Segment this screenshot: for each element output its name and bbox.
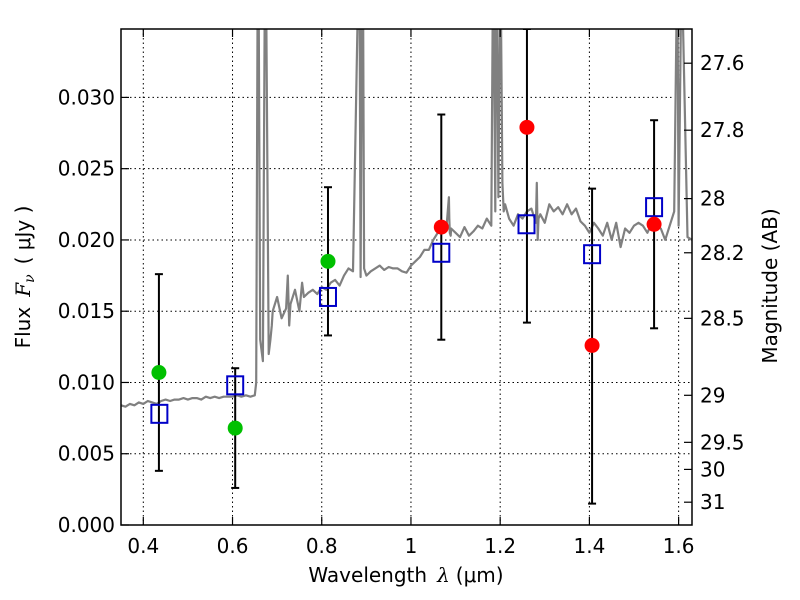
y-axis-label: FluxFν( μJy ) bbox=[11, 206, 38, 349]
x-axis-label: Wavelength λ (μm) bbox=[308, 563, 503, 587]
y-tick-labels: 0.000 0.005 0.010 0.015 0.020 0.025 0.030 bbox=[58, 85, 115, 537]
plot-content bbox=[121, 29, 692, 505]
magnitude-tick-labels: 27.6 27.8 28 28.2 28.5 29 29.5 30 31 bbox=[700, 51, 745, 514]
magnitude-tick-label: 29.5 bbox=[700, 430, 745, 454]
magnitude-tick-label: 28.5 bbox=[700, 306, 745, 330]
markers bbox=[150, 119, 664, 436]
detection-point bbox=[151, 364, 167, 380]
magnitude-tick-label: 29 bbox=[700, 383, 725, 407]
magnitude-tick-label: 28.2 bbox=[700, 241, 745, 265]
x-tick-labels: 0.4 0.6 0.8 1 1.2 1.4 1.6 bbox=[127, 534, 694, 558]
y-tick-label: 0.000 bbox=[58, 513, 115, 537]
spectrum-line bbox=[121, 29, 692, 408]
y-tick-label: 0.025 bbox=[58, 157, 115, 181]
magnitude-tick-label: 27.6 bbox=[700, 51, 745, 75]
grid bbox=[121, 29, 692, 525]
plot-frame bbox=[120, 28, 693, 526]
model-photometry-square bbox=[318, 286, 337, 307]
x-tick-label: 0.6 bbox=[217, 534, 249, 558]
x-tick-label: 1.4 bbox=[573, 534, 605, 558]
x-tick-label: 1.6 bbox=[663, 534, 695, 558]
y-tick-label: 0.030 bbox=[58, 85, 115, 109]
upper-limit-point bbox=[433, 219, 449, 235]
y-tick-label: 0.010 bbox=[58, 370, 115, 394]
magnitude-tick-label: 28 bbox=[700, 187, 725, 211]
axis-ticks bbox=[121, 29, 692, 526]
detection-point bbox=[227, 420, 243, 436]
model-photometry-square bbox=[226, 375, 245, 396]
y-tick-label: 0.005 bbox=[58, 442, 115, 466]
detection-point bbox=[320, 253, 336, 269]
plot-area bbox=[121, 29, 692, 525]
upper-limit-point bbox=[584, 337, 600, 353]
y-tick-label: 0.015 bbox=[58, 299, 115, 323]
x-tick-label: 1.2 bbox=[484, 534, 516, 558]
model-photometry-square bbox=[150, 403, 169, 424]
right-axis-label: Magnitude (AB) bbox=[758, 208, 782, 363]
y-tick-label: 0.020 bbox=[58, 228, 115, 252]
magnitude-tick-label: 27.8 bbox=[700, 118, 745, 142]
magnitude-tick-label: 30 bbox=[700, 457, 725, 481]
model-photometry-square bbox=[517, 214, 536, 235]
x-tick-label: 0.4 bbox=[127, 534, 159, 558]
x-tick-label: 0.8 bbox=[306, 534, 338, 558]
model-photometry-square bbox=[583, 244, 602, 265]
upper-limit-point bbox=[519, 119, 535, 135]
magnitude-tick-label: 31 bbox=[700, 490, 725, 514]
upper-limit-point bbox=[646, 216, 662, 232]
model-photometry-square bbox=[432, 242, 451, 263]
x-tick-label: 1 bbox=[405, 534, 418, 558]
model-photometry-square bbox=[645, 197, 664, 218]
